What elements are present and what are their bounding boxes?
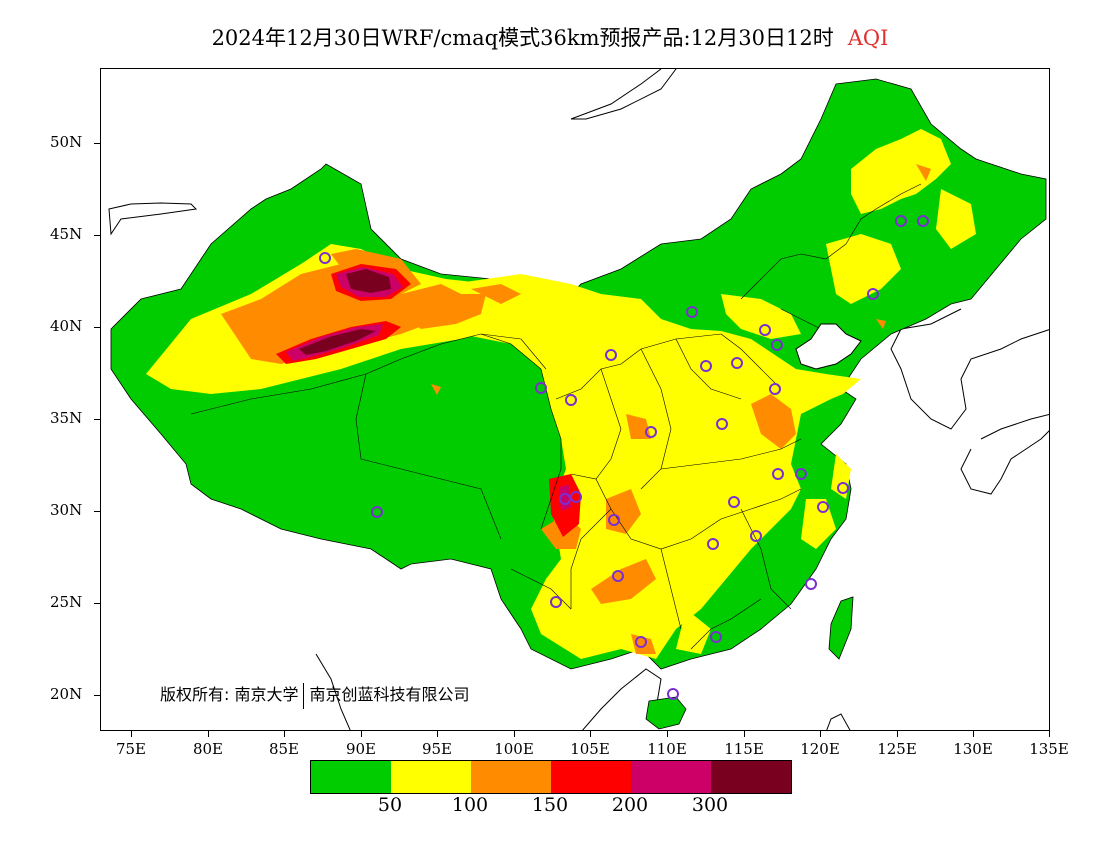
japan-coast-2 bbox=[980, 413, 1049, 440]
lat-tick bbox=[94, 695, 100, 696]
lon-label-125e: 125E bbox=[877, 740, 917, 758]
copyright-org-2: 南京创蓝科技有限公司 bbox=[309, 685, 470, 704]
lon-label-120e: 120E bbox=[800, 740, 840, 758]
lon-tick bbox=[1049, 731, 1050, 737]
aqi-map bbox=[108, 69, 1049, 730]
hazardous-zones bbox=[299, 269, 391, 355]
legend-label-150: 150 bbox=[531, 794, 569, 816]
lat-label-50n: 50N bbox=[50, 133, 83, 151]
lat-tick bbox=[94, 327, 100, 328]
legend-swatch-hazardous bbox=[711, 761, 791, 793]
lat-tick bbox=[94, 511, 100, 512]
legend-swatch-unhealthy bbox=[551, 761, 631, 793]
lon-label-135e: 135E bbox=[1029, 740, 1069, 758]
lake-baikal bbox=[570, 69, 677, 120]
lon-label-105e: 105E bbox=[570, 740, 610, 758]
map-panel bbox=[100, 68, 1050, 731]
lat-label-30n: 30N bbox=[50, 501, 83, 519]
lon-label-115e: 115E bbox=[724, 740, 764, 758]
lon-tick bbox=[897, 731, 898, 737]
lon-label-100e: 100E bbox=[494, 740, 534, 758]
taiwan-island bbox=[828, 596, 854, 660]
lon-tick bbox=[667, 731, 668, 737]
legend-label-100: 100 bbox=[451, 794, 489, 816]
lon-label-85e: 85E bbox=[268, 740, 300, 758]
lat-tick bbox=[94, 143, 100, 144]
lon-tick bbox=[284, 731, 285, 737]
legend-swatch-moderate bbox=[391, 761, 471, 793]
legend-label-50: 50 bbox=[377, 794, 403, 816]
legend-swatch-good bbox=[311, 761, 391, 793]
lat-label-25n: 25N bbox=[50, 593, 83, 611]
lat-tick bbox=[94, 235, 100, 236]
city-markers bbox=[319, 215, 929, 700]
coastlines bbox=[108, 69, 1049, 730]
lon-tick bbox=[437, 731, 438, 737]
lon-tick bbox=[131, 731, 132, 737]
lat-label-20n: 20N bbox=[50, 685, 83, 703]
map-title: 2024年12月30日WRF/cmaq模式36km预报产品:12月30日12时 A… bbox=[0, 22, 1100, 52]
luzon-coast bbox=[826, 713, 851, 730]
lat-tick bbox=[94, 419, 100, 420]
lat-label-40n: 40N bbox=[50, 317, 83, 335]
legend-swatch-very-unhealthy bbox=[631, 761, 711, 793]
lon-label-90e: 90E bbox=[345, 740, 377, 758]
korea-japan-coast bbox=[890, 308, 1049, 430]
copyright-separator bbox=[302, 682, 304, 709]
lon-tick bbox=[514, 731, 515, 737]
variable-label: AQI bbox=[847, 26, 889, 50]
lon-label-80e: 80E bbox=[192, 740, 224, 758]
lon-tick bbox=[590, 731, 591, 737]
lon-tick bbox=[973, 731, 974, 737]
copyright-notice: 版权所有: 南京大学 南京创蓝科技有限公司 bbox=[160, 681, 470, 709]
lat-tick bbox=[94, 603, 100, 604]
lon-label-130e: 130E bbox=[953, 740, 993, 758]
legend-label-200: 200 bbox=[611, 794, 649, 816]
indochina-coast bbox=[582, 668, 662, 730]
copyright-owner-label: 版权所有: bbox=[160, 685, 230, 704]
lon-label-110e: 110E bbox=[647, 740, 687, 758]
lon-label-95e: 95E bbox=[421, 740, 453, 758]
province-borders bbox=[190, 183, 922, 650]
aqi-legend bbox=[310, 760, 792, 794]
japan-coast bbox=[960, 430, 1049, 495]
hainan-island bbox=[645, 696, 687, 730]
lat-label-45n: 45N bbox=[50, 225, 83, 243]
copyright-org-1: 南京大学 bbox=[234, 685, 299, 704]
legend-swatch-usg bbox=[471, 761, 551, 793]
legend-label-300: 300 bbox=[691, 794, 729, 816]
lon-tick bbox=[744, 731, 745, 737]
lake-balkhash bbox=[108, 202, 198, 236]
lon-tick bbox=[820, 731, 821, 737]
title-text: 2024年12月30日WRF/cmaq模式36km预报产品:12月30日12时 bbox=[211, 26, 834, 50]
lon-label-75e: 75E bbox=[115, 740, 147, 758]
lat-label-35n: 35N bbox=[50, 409, 83, 427]
lon-tick bbox=[208, 731, 209, 737]
lon-tick bbox=[361, 731, 362, 737]
south-coast-west bbox=[315, 653, 351, 730]
usg-zones bbox=[221, 164, 931, 654]
bohai-sea bbox=[795, 323, 862, 370]
